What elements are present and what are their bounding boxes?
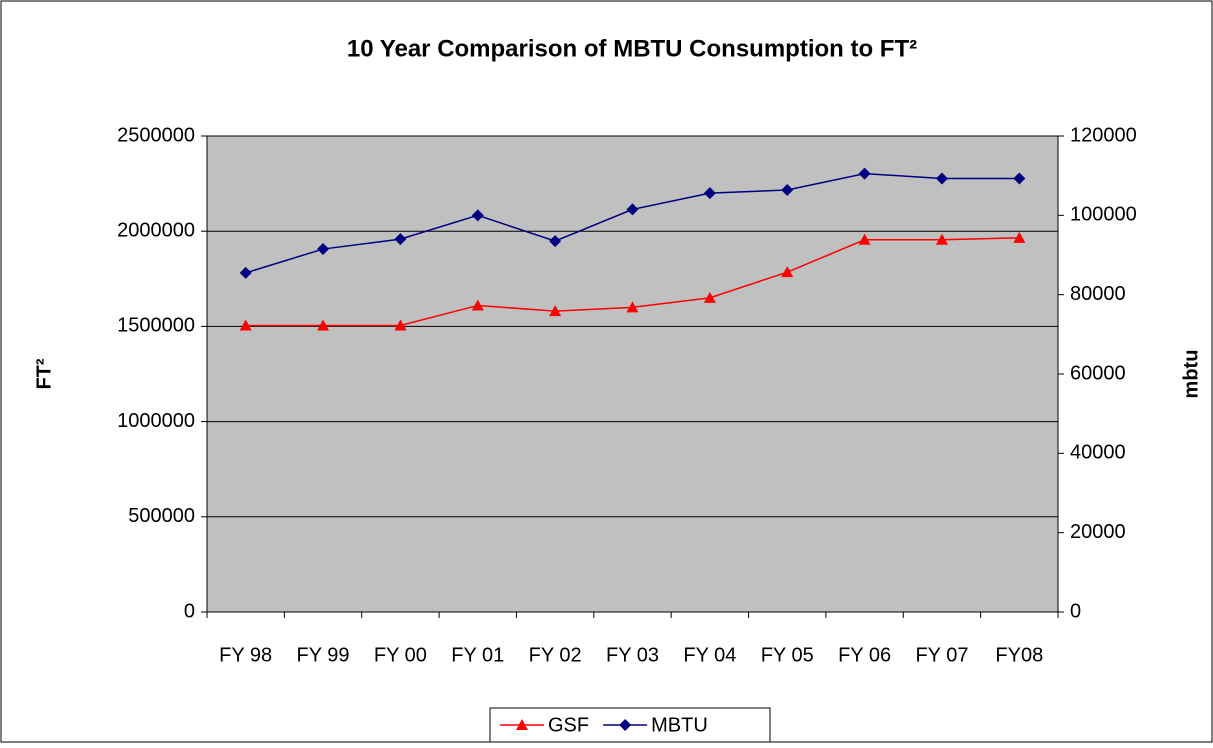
marker — [516, 719, 528, 730]
legend-label: GSF — [548, 714, 589, 736]
x-tick-label: FY 00 — [374, 644, 427, 666]
marker — [626, 203, 639, 216]
marker — [317, 319, 330, 331]
y-tick-label: 2500000 — [117, 124, 195, 146]
chart-title: 10 Year Comparison of MBTU Consumption t… — [347, 35, 917, 62]
marker — [626, 301, 639, 313]
marker — [317, 243, 330, 256]
y2-tick-label: 60000 — [1070, 362, 1126, 384]
x-tick-label: FY 02 — [529, 644, 582, 666]
marker — [549, 305, 562, 317]
marker — [471, 209, 484, 222]
marker — [703, 291, 716, 303]
x-tick-label: FY 01 — [451, 644, 504, 666]
marker — [858, 167, 871, 180]
marker — [619, 719, 632, 731]
marker — [549, 235, 562, 248]
marker — [703, 187, 716, 200]
marker — [239, 319, 252, 331]
y2-tick-label: 0 — [1070, 600, 1081, 622]
x-tick-label: FY 04 — [683, 644, 736, 666]
marker — [935, 172, 948, 185]
marker — [239, 266, 252, 279]
y-tick-label: 0 — [184, 600, 195, 622]
marker — [858, 233, 871, 245]
x-tick-label: FY 07 — [915, 644, 968, 666]
marker — [781, 183, 794, 196]
x-tick-label: FY08 — [995, 644, 1043, 666]
marker — [471, 299, 484, 311]
marker — [1013, 172, 1026, 185]
y-axis-title: FT² — [33, 358, 55, 389]
y2-tick-label: 40000 — [1070, 442, 1126, 464]
y-tick-label: 2000000 — [117, 219, 195, 241]
y2-tick-label: 20000 — [1070, 521, 1126, 543]
x-tick-label: FY 98 — [219, 644, 272, 666]
x-tick-label: FY 05 — [761, 644, 814, 666]
y-tick-label: 1500000 — [117, 315, 195, 337]
legend-label: MBTU — [651, 714, 708, 736]
marker — [394, 233, 407, 246]
marker — [1013, 231, 1026, 243]
x-tick-label: FY 03 — [606, 644, 659, 666]
marker — [781, 266, 794, 278]
y-tick-label: 1000000 — [117, 410, 195, 432]
legend: GSF MBTU — [489, 707, 771, 743]
x-tick-label: FY 06 — [838, 644, 891, 666]
y2-tick-label: 100000 — [1070, 204, 1137, 226]
x-tick-label: FY 99 — [297, 644, 350, 666]
marker — [935, 233, 948, 245]
marker — [394, 319, 407, 331]
y2-tick-label: 120000 — [1070, 124, 1137, 146]
y-tick-label: 500000 — [128, 505, 195, 527]
y2-tick-label: 80000 — [1070, 283, 1126, 305]
y2-axis-title: mbtu — [1180, 350, 1202, 399]
